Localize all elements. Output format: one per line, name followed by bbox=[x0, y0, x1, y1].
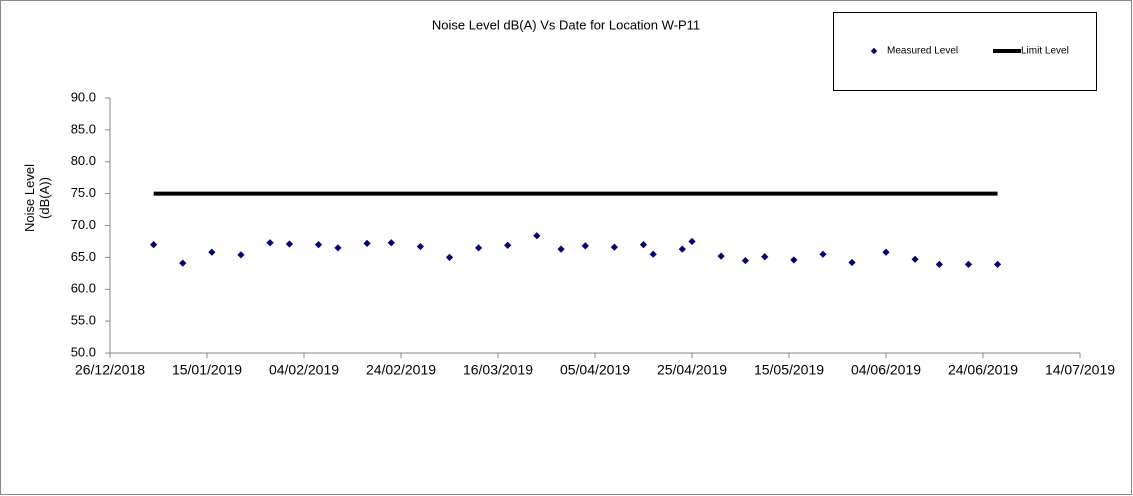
data-point bbox=[819, 250, 827, 258]
data-point bbox=[557, 245, 565, 253]
data-point bbox=[445, 253, 454, 261]
data-point bbox=[475, 244, 483, 252]
data-point bbox=[639, 241, 648, 249]
y-tick-label: 50.0 bbox=[71, 344, 96, 359]
data-point bbox=[848, 258, 856, 267]
y-tick-label: 65.0 bbox=[71, 249, 96, 264]
x-tick-label: 04/06/2019 bbox=[851, 362, 921, 378]
data-point bbox=[717, 252, 725, 260]
data-point bbox=[150, 241, 158, 249]
data-point bbox=[334, 244, 342, 252]
x-tick-label: 04/02/2019 bbox=[269, 362, 339, 378]
data-point bbox=[882, 248, 890, 256]
x-tick-label: 16/03/2019 bbox=[463, 362, 533, 378]
legend-box bbox=[833, 12, 1097, 91]
x-tick-label: 15/05/2019 bbox=[754, 362, 824, 378]
data-point bbox=[761, 253, 769, 261]
data-point bbox=[610, 243, 618, 251]
legend-label: Measured Level bbox=[887, 46, 958, 57]
data-point bbox=[911, 255, 919, 263]
data-point bbox=[416, 242, 424, 251]
data-point bbox=[504, 241, 512, 249]
y-axis-label: Noise Level (dB(A)) bbox=[22, 164, 52, 232]
legend-marker bbox=[870, 47, 878, 55]
data-point bbox=[208, 248, 216, 256]
data-point bbox=[387, 239, 395, 247]
data-point bbox=[237, 251, 245, 259]
legend-label: Limit Level bbox=[1021, 46, 1069, 57]
data-point bbox=[533, 232, 541, 240]
data-point bbox=[790, 256, 798, 264]
x-tick-label: 15/01/2019 bbox=[172, 362, 242, 378]
x-tick-label: 25/04/2019 bbox=[657, 362, 727, 378]
y-tick-label: 55.0 bbox=[71, 313, 96, 328]
x-tick-label: 26/12/2018 bbox=[75, 362, 145, 378]
data-point bbox=[314, 241, 323, 249]
x-tick-label: 24/02/2019 bbox=[366, 362, 436, 378]
y-tick-label: 80.0 bbox=[71, 153, 96, 168]
x-tick-label: 24/06/2019 bbox=[948, 362, 1018, 378]
y-tick-label: 70.0 bbox=[71, 217, 96, 232]
data-point bbox=[285, 240, 294, 248]
data-point bbox=[649, 250, 657, 258]
y-tick-label: 75.0 bbox=[71, 185, 96, 200]
y-tick-label: 90.0 bbox=[71, 89, 96, 104]
data-point bbox=[993, 260, 1002, 268]
y-tick-label: 85.0 bbox=[71, 121, 96, 136]
x-tick-label: 05/04/2019 bbox=[560, 362, 630, 378]
data-point bbox=[964, 260, 973, 268]
data-point bbox=[179, 259, 187, 267]
data-point bbox=[935, 260, 943, 268]
x-tick-label: 14/07/2019 bbox=[1045, 362, 1115, 378]
data-point bbox=[688, 237, 696, 246]
data-point bbox=[363, 239, 371, 247]
y-tick-label: 60.0 bbox=[71, 281, 96, 296]
data-point bbox=[741, 256, 749, 265]
data-point bbox=[266, 239, 274, 247]
chart-title: Noise Level dB(A) Vs Date for Location W… bbox=[432, 17, 700, 32]
data-point bbox=[581, 242, 589, 250]
data-point bbox=[678, 245, 686, 253]
